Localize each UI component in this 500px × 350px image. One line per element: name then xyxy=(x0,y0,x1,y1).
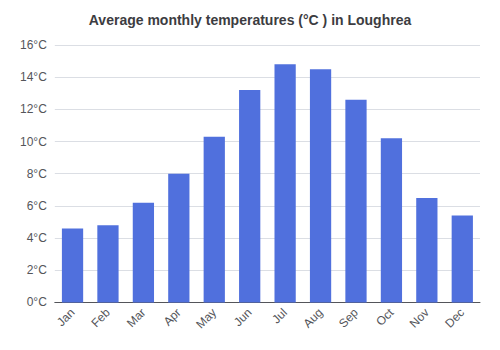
svg-text:Mar: Mar xyxy=(124,306,149,330)
svg-text:Nov: Nov xyxy=(407,306,432,331)
svg-text:Jan: Jan xyxy=(54,306,78,330)
svg-text:6°C: 6°C xyxy=(27,199,47,213)
svg-text:16°C: 16°C xyxy=(20,38,47,52)
svg-text:Sep: Sep xyxy=(336,305,361,330)
svg-text:12°C: 12°C xyxy=(20,102,47,116)
svg-text:14°C: 14°C xyxy=(20,70,47,84)
svg-text:Jul: Jul xyxy=(269,306,290,327)
svg-text:10°C: 10°C xyxy=(20,135,47,149)
svg-text:Feb: Feb xyxy=(88,305,113,330)
svg-text:8°C: 8°C xyxy=(27,167,47,181)
svg-text:Dec: Dec xyxy=(442,306,467,331)
svg-text:2°C: 2°C xyxy=(27,263,47,277)
svg-text:Jun: Jun xyxy=(231,306,255,330)
svg-text:4°C: 4°C xyxy=(27,231,47,245)
svg-text:Apr: Apr xyxy=(161,306,184,329)
svg-text:Oct: Oct xyxy=(373,305,397,329)
svg-text:0°C: 0°C xyxy=(27,295,47,309)
svg-text:Average monthly temperatures (: Average monthly temperatures (°C ) in Lo… xyxy=(89,12,412,28)
svg-text:May: May xyxy=(193,306,219,332)
svg-text:Aug: Aug xyxy=(301,306,326,331)
